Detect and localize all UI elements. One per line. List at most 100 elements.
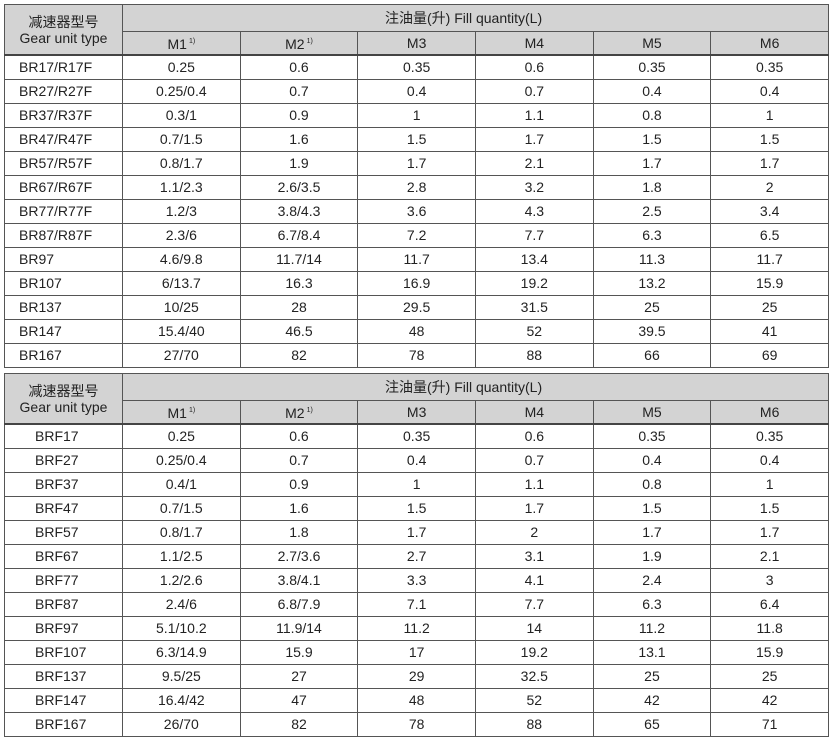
mounting-position-m4: M4 (474, 31, 594, 56)
fill-quantity-table-br: 减速器型号 Gear unit type 注油量(升) Fill quantity(… (4, 4, 829, 368)
fill-quantity-cell: 0.7 (239, 79, 359, 104)
fill-quantity-cell: 0.7/1.5 (122, 496, 241, 521)
fill-quantity-cell: 11.9/14 (239, 616, 359, 641)
fill-quantity-cell: 0.4 (357, 79, 476, 104)
fill-quantity-cell: 0.6 (474, 54, 594, 80)
gear-unit-type-cn: 减速器型号 (28, 13, 99, 30)
mounting-position-m5: M5 (592, 31, 712, 56)
fill-quantity-cell: 27/70 (122, 343, 241, 368)
footnote-marker: 1) (188, 407, 196, 414)
gear-unit-type-header: 减速器型号 Gear unit type (4, 4, 123, 56)
fill-quantity-cell: 3.4 (710, 199, 829, 224)
fill-quantity-cell: 28 (239, 295, 359, 320)
fill-quantity-cell: 15.4/40 (122, 319, 241, 344)
fill-quantity-cell: 2 (474, 520, 594, 545)
table-row: BR107 6/13.7 16.3 16.9 19.2 13.2 15.9 (4, 271, 829, 296)
fill-quantity-cell: 42 (710, 688, 829, 713)
fill-quantity-cell: 1.1 (474, 103, 594, 128)
fill-quantity-cell: 27 (239, 664, 359, 689)
fill-quantity-cell: 2.6/3.5 (239, 175, 359, 200)
fill-quantity-cell: 2.7/3.6 (239, 544, 359, 569)
fill-quantity-cell: 6.3/14.9 (122, 640, 241, 665)
table-row: BRF57 0.8/1.7 1.8 1.7 2 1.7 1.7 (4, 520, 829, 545)
mounting-position-m2: M2 1) (239, 400, 359, 425)
mounting-position-m5: M5 (592, 400, 712, 425)
table-row: BR37/R37F 0.3/1 0.9 1 1.1 0.8 1 (4, 103, 829, 128)
fill-quantity-header: 注油量(升) Fill quantity(L) (122, 373, 829, 401)
table-row: BRF47 0.7/1.5 1.6 1.5 1.7 1.5 1.5 (4, 496, 829, 521)
gear-unit-type-cn: 减速器型号 (28, 382, 99, 399)
gear-unit-type-cell: BRF27 (4, 448, 123, 473)
fill-quantity-cell: 1.5 (710, 496, 829, 521)
fill-quantity-cell: 0.6 (474, 423, 594, 449)
table-row: BRF107 6.3/14.9 15.9 17 19.2 13.1 15.9 (4, 640, 829, 665)
fill-quantity-cell: 11.7/14 (239, 247, 359, 272)
fill-quantity-cell: 46.5 (239, 319, 359, 344)
gear-unit-type-cell: BR27/R27F (4, 79, 123, 104)
fill-quantity-cell: 3.8/4.1 (239, 568, 359, 593)
fill-quantity-cell: 29 (357, 664, 476, 689)
fill-quantity-cell: 2.4/6 (122, 592, 241, 617)
fill-quantity-cell: 1 (357, 472, 476, 497)
fill-quantity-cell: 1.2/3 (122, 199, 241, 224)
fill-quantity-cell: 0.7 (474, 448, 594, 473)
fill-quantity-cell: 88 (474, 343, 594, 368)
gear-unit-type-cell: BR17/R17F (4, 54, 123, 80)
mounting-position-m3: M3 (357, 31, 476, 56)
fill-quantity-cell: 48 (357, 319, 476, 344)
fill-quantity-cell: 1.7 (357, 520, 476, 545)
fill-quantity-cell: 0.25 (122, 54, 241, 80)
gear-unit-type-cell: BR37/R37F (4, 103, 123, 128)
fill-quantity-cell: 1.5 (710, 127, 829, 152)
fill-quantity-cell: 25 (710, 664, 829, 689)
position-label: M3 (406, 404, 427, 420)
position-label: M1 (167, 36, 187, 52)
fill-quantity-cell: 7.2 (357, 223, 476, 248)
fill-quantity-cell: 2.1 (474, 151, 594, 176)
table-row: BR87/R87F 2.3/6 6.7/8.4 7.2 7.7 6.3 6.5 (4, 223, 829, 248)
fill-quantity-cell: 19.2 (474, 271, 594, 296)
position-label: M3 (406, 35, 427, 51)
fill-quantity-cell: 48 (357, 688, 476, 713)
fill-quantity-cell: 11.2 (592, 616, 712, 641)
footnote-marker: 1) (306, 38, 313, 45)
position-label: M1 (167, 405, 187, 421)
fill-quantity-cell: 31.5 (474, 295, 594, 320)
fill-quantity-cell: 2.1 (710, 544, 829, 569)
fill-quantity-cell: 1.1 (474, 472, 594, 497)
fill-quantity-cell: 2.4 (592, 568, 712, 593)
fill-quantity-cell: 16.3 (239, 271, 359, 296)
fill-quantity-cell: 3.1 (474, 544, 594, 569)
gear-unit-type-cell: BR107 (4, 271, 123, 296)
fill-quantity-cell: 82 (239, 712, 359, 737)
gear-unit-type-cell: BR97 (4, 247, 123, 272)
fill-quantity-cell: 15.9 (239, 640, 359, 665)
fill-quantity-cell: 47 (239, 688, 359, 713)
fill-quantity-cell: 1.7 (357, 151, 476, 176)
fill-quantity-cell: 71 (710, 712, 829, 737)
fill-quantity-cell: 6.5 (710, 223, 829, 248)
table-row: BR47/R47F 0.7/1.5 1.6 1.5 1.7 1.5 1.5 (4, 127, 829, 152)
fill-quantity-cell: 0.35 (592, 54, 712, 80)
table-row: BR27/R27F 0.25/0.4 0.7 0.4 0.7 0.4 0.4 (4, 79, 829, 104)
gear-unit-type-cell: BRF57 (4, 520, 123, 545)
table-row: BR17/R17F 0.25 0.6 0.35 0.6 0.35 0.35 (4, 54, 829, 80)
fill-quantity-cell: 41 (710, 319, 829, 344)
gear-unit-type-cell: BRF77 (4, 568, 123, 593)
gear-unit-type-cell: BRF47 (4, 496, 123, 521)
gear-unit-type-cell: BR137 (4, 295, 123, 320)
fill-quantity-cell: 26/70 (122, 712, 241, 737)
footnote-marker: 1) (306, 407, 313, 414)
fill-quantity-cell: 1.7 (592, 151, 712, 176)
fill-quantity-cell: 14 (474, 616, 594, 641)
fill-quantity-cell: 0.8/1.7 (122, 520, 241, 545)
fill-quantity-cell: 1.7 (710, 151, 829, 176)
fill-quantity-cell: 11.7 (357, 247, 476, 272)
gear-unit-type-cell: BRF167 (4, 712, 123, 737)
fill-quantity-cell: 0.35 (357, 423, 476, 449)
fill-quantity-cell: 11.3 (592, 247, 712, 272)
position-label: M4 (524, 404, 545, 420)
fill-quantity-cell: 0.7 (239, 448, 359, 473)
fill-quantity-cell: 0.6 (239, 423, 359, 449)
fill-quantity-cell: 2 (710, 175, 829, 200)
